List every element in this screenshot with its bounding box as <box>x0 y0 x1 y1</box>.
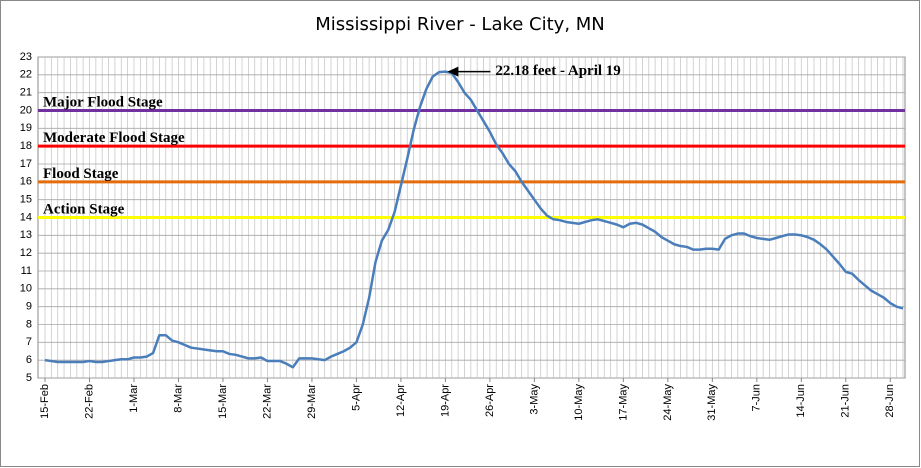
x-tick-label: 31-May <box>706 384 718 421</box>
y-tick-label: 16 <box>20 176 32 188</box>
chart-title: Mississippi River - Lake City, MN <box>315 14 605 35</box>
x-tick-label: 7-Jun <box>751 384 763 412</box>
y-tick-label: 12 <box>20 247 32 259</box>
y-tick-label: 19 <box>20 122 32 134</box>
x-tick-label: 26-Apr <box>484 384 496 417</box>
x-tick-label: 21-Jun <box>840 384 852 418</box>
x-tick-label: 28-Jun <box>884 384 896 418</box>
y-tick-label: 5 <box>26 372 32 384</box>
y-tick-label: 22 <box>20 69 32 81</box>
x-tick-label: 12-Apr <box>395 384 407 417</box>
y-tick-label: 20 <box>20 104 32 116</box>
y-tick-label: 23 <box>20 51 32 63</box>
stage-label: Action Stage <box>43 202 125 218</box>
y-tick-label: 18 <box>20 140 32 152</box>
x-tick-label: 22-Mar <box>261 384 273 419</box>
stage-label: Major Flood Stage <box>43 95 163 111</box>
x-tick-label: 10-May <box>573 384 585 421</box>
y-tick-label: 21 <box>20 87 32 99</box>
annotation-arrowhead <box>447 66 459 77</box>
y-tick-label: 7 <box>26 336 32 348</box>
x-tick-label: 8-Mar <box>172 384 184 413</box>
annotation: 22.18 feet - April 19 <box>495 63 620 79</box>
x-tick-label: 5-Apr <box>350 384 362 411</box>
stage-label: Flood Stage <box>43 166 119 182</box>
y-tick-label: 17 <box>20 158 32 170</box>
x-tick-label: 1-Mar <box>128 384 140 413</box>
y-tick-label: 6 <box>26 354 32 366</box>
x-tick-label: 29-Mar <box>306 384 318 419</box>
y-tick-label: 14 <box>20 211 32 223</box>
y-tick-label: 8 <box>26 318 32 330</box>
y-tick-label: 9 <box>26 301 32 313</box>
x-tick-label: 17-May <box>617 384 629 421</box>
y-tick-label: 15 <box>20 194 32 206</box>
x-tick-label: 3-May <box>528 384 540 415</box>
y-tick-label: 11 <box>21 265 32 277</box>
data-line <box>44 70 904 369</box>
x-tick-label: 15-Mar <box>217 384 229 419</box>
x-tick-label: 14-Jun <box>795 384 807 418</box>
y-tick-label: 13 <box>20 229 32 241</box>
stage-label: Moderate Flood Stage <box>43 130 185 146</box>
x-tick-label: 24-May <box>662 384 674 421</box>
x-tick-label: 19-Apr <box>439 384 451 417</box>
x-tick-label: 22-Feb <box>83 384 95 419</box>
y-tick-label: 10 <box>20 283 32 295</box>
x-tick-label: 15-Feb <box>39 384 51 419</box>
